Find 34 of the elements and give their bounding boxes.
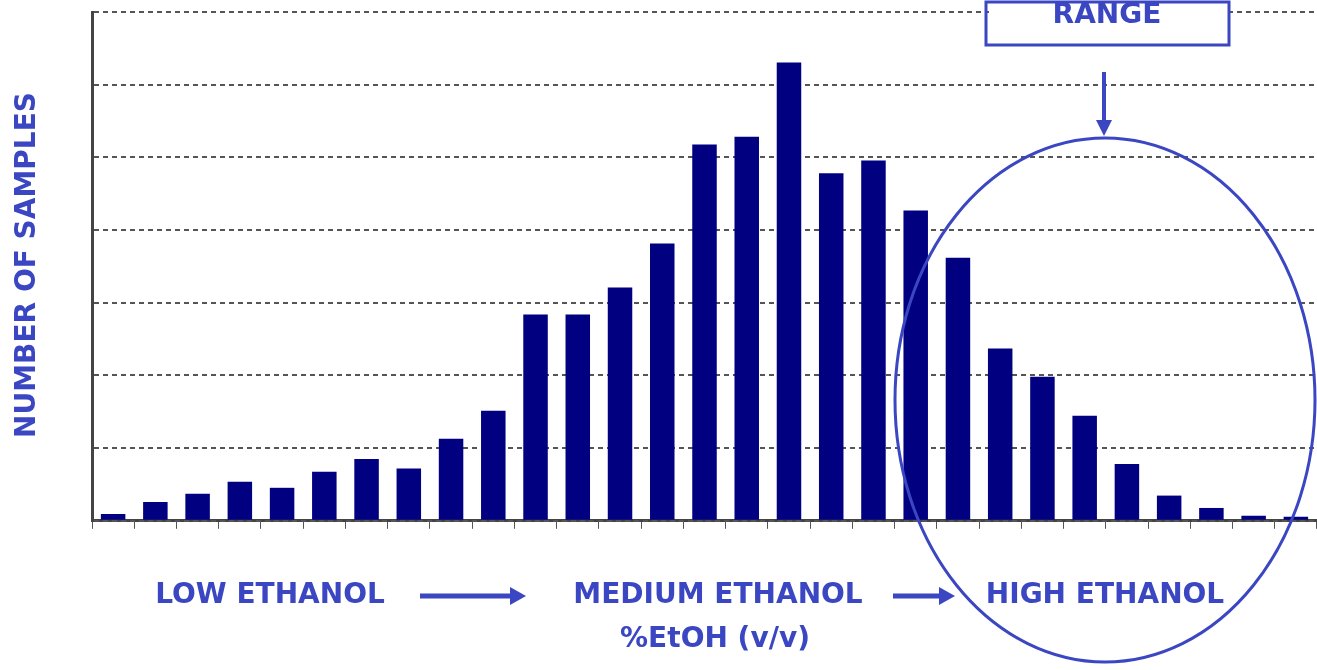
bar [818, 173, 844, 520]
bar [692, 144, 717, 520]
bar [227, 481, 253, 520]
bar [481, 410, 506, 520]
bar [100, 513, 126, 520]
bar [1114, 463, 1140, 520]
bar [312, 471, 337, 520]
bar [607, 287, 633, 520]
bar [185, 493, 210, 520]
bar [1156, 495, 1182, 520]
y-axis-title: NUMBER OF SAMPLES [9, 92, 43, 438]
bar [269, 487, 295, 520]
bar [945, 257, 971, 520]
bar [861, 160, 886, 520]
text: MEDIUM ETHANOL [573, 577, 863, 611]
bar [143, 502, 168, 520]
bar [523, 314, 548, 520]
bar [1199, 507, 1224, 520]
bar [565, 314, 591, 520]
bar [734, 136, 759, 520]
text: RANGE [1052, 0, 1162, 31]
bar [650, 243, 675, 520]
bar [438, 438, 464, 520]
bar [1072, 415, 1097, 520]
x-axis-title: %EtOH (v/v) [620, 621, 810, 655]
text: LOW ETHANOL [155, 577, 385, 611]
bar [1030, 376, 1055, 520]
bar [354, 458, 379, 520]
bar [1241, 515, 1266, 520]
text: HIGH ETHANOL [985, 577, 1225, 611]
bar [396, 468, 422, 520]
bar [903, 210, 928, 520]
bar [776, 62, 802, 520]
bar [987, 348, 1013, 520]
